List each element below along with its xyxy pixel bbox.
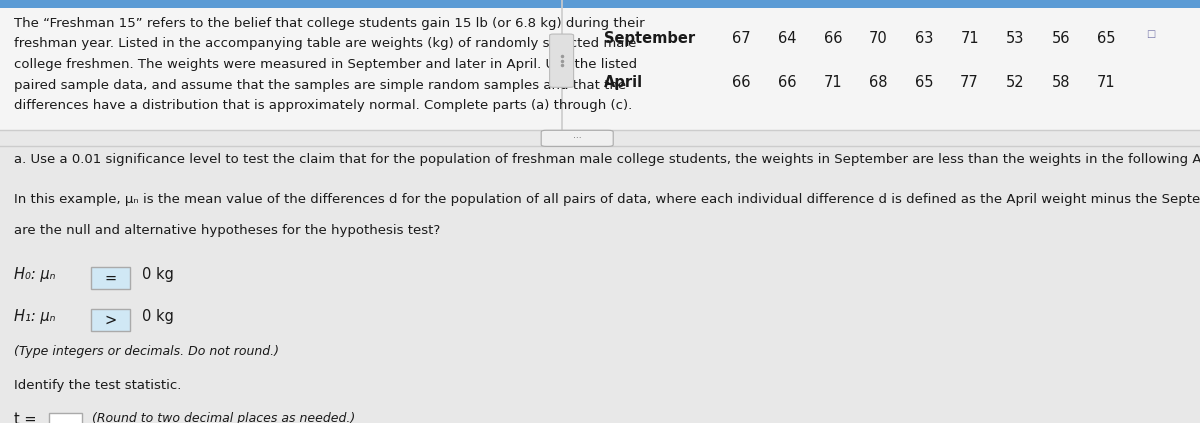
Text: 0 kg: 0 kg xyxy=(142,267,174,282)
Text: H₀: μₙ: H₀: μₙ xyxy=(14,267,56,282)
Text: 58: 58 xyxy=(1051,75,1070,90)
Text: 66: 66 xyxy=(778,75,797,90)
Text: April: April xyxy=(604,75,643,90)
Text: Identify the test statistic.: Identify the test statistic. xyxy=(14,379,181,392)
Text: a. Use a 0.01 significance level to test the claim that for the population of fr: a. Use a 0.01 significance level to test… xyxy=(14,153,1200,166)
Text: differences have a distribution that is approximately normal. Complete parts (a): differences have a distribution that is … xyxy=(14,99,632,112)
Text: t =: t = xyxy=(14,412,37,423)
Text: The “Freshman 15” refers to the belief that college students gain 15 lb (or 6.8 : The “Freshman 15” refers to the belief t… xyxy=(14,17,646,30)
FancyBboxPatch shape xyxy=(541,130,613,146)
Text: 56: 56 xyxy=(1051,31,1070,46)
Text: 68: 68 xyxy=(869,75,888,90)
FancyBboxPatch shape xyxy=(49,413,82,423)
Text: 53: 53 xyxy=(1006,31,1025,46)
Text: 71: 71 xyxy=(1097,75,1116,90)
Text: 67: 67 xyxy=(732,31,751,46)
Text: 65: 65 xyxy=(914,75,934,90)
Text: 63: 63 xyxy=(914,31,934,46)
Text: In this example, μₙ is the mean value of the differences d for the population of: In this example, μₙ is the mean value of… xyxy=(14,193,1200,206)
Text: (Type integers or decimals. Do not round.): (Type integers or decimals. Do not round… xyxy=(14,345,280,358)
Text: =: = xyxy=(104,271,116,286)
Text: 0 kg: 0 kg xyxy=(142,309,174,324)
Text: 77: 77 xyxy=(960,75,979,90)
Text: 70: 70 xyxy=(869,31,888,46)
FancyBboxPatch shape xyxy=(550,34,574,88)
Text: are the null and alternative hypotheses for the hypothesis test?: are the null and alternative hypotheses … xyxy=(14,224,440,237)
Text: 71: 71 xyxy=(960,31,979,46)
Text: □: □ xyxy=(1146,29,1156,39)
Text: 71: 71 xyxy=(823,75,842,90)
FancyBboxPatch shape xyxy=(91,309,130,331)
Text: September: September xyxy=(604,31,695,46)
Bar xyxy=(0,0,1200,8)
Bar xyxy=(0,0,1200,130)
Text: H₁: μₙ: H₁: μₙ xyxy=(14,309,56,324)
Bar xyxy=(0,130,1200,423)
Text: college freshmen. The weights were measured in September and later in April. Use: college freshmen. The weights were measu… xyxy=(14,58,637,71)
Text: 66: 66 xyxy=(732,75,751,90)
Text: freshman year. Listed in the accompanying table are weights (kg) of randomly sel: freshman year. Listed in the accompanyin… xyxy=(14,38,637,50)
Text: paired sample data, and assume that the samples are simple random samples and th: paired sample data, and assume that the … xyxy=(14,79,626,91)
Text: 65: 65 xyxy=(1097,31,1116,46)
Text: 66: 66 xyxy=(823,31,842,46)
Text: ···: ··· xyxy=(572,134,582,143)
Text: >: > xyxy=(104,312,116,327)
Text: (Round to two decimal places as needed.): (Round to two decimal places as needed.) xyxy=(92,412,355,423)
Text: 52: 52 xyxy=(1006,75,1025,90)
Text: 64: 64 xyxy=(778,31,797,46)
FancyBboxPatch shape xyxy=(91,267,130,289)
